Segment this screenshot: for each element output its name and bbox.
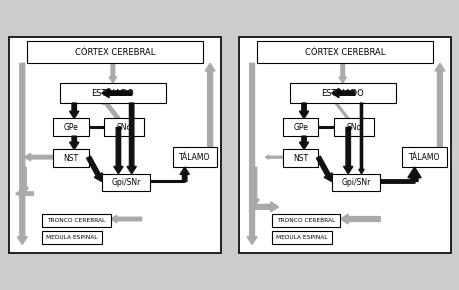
Text: NST: NST: [292, 154, 308, 163]
Bar: [402, 147, 446, 167]
FancyArrow shape: [205, 63, 215, 167]
FancyArrow shape: [343, 127, 352, 174]
FancyArrow shape: [338, 63, 346, 83]
Text: GPe: GPe: [63, 123, 78, 132]
Text: GPe: GPe: [293, 123, 308, 132]
FancyArrow shape: [246, 63, 257, 244]
Bar: [60, 83, 166, 103]
Text: MEDULA ESPINAL: MEDULA ESPINAL: [275, 235, 327, 240]
Bar: [53, 119, 89, 136]
Bar: [172, 147, 216, 167]
FancyArrow shape: [331, 97, 355, 128]
FancyArrow shape: [254, 202, 278, 212]
FancyArrow shape: [407, 167, 420, 182]
FancyArrow shape: [21, 167, 28, 194]
FancyArrow shape: [127, 103, 136, 174]
Bar: [282, 149, 318, 167]
FancyArrow shape: [331, 88, 354, 98]
Bar: [333, 119, 373, 136]
Bar: [27, 41, 203, 63]
Text: SNc: SNc: [117, 123, 131, 132]
Text: ESTRIADO: ESTRIADO: [91, 88, 134, 97]
FancyArrow shape: [265, 155, 282, 159]
Text: ESTRIADO: ESTRIADO: [321, 88, 363, 97]
Text: Gpi/SNr: Gpi/SNr: [111, 178, 140, 187]
Text: Gpi/SNr: Gpi/SNr: [341, 178, 370, 187]
Bar: [53, 149, 89, 167]
FancyArrow shape: [249, 167, 259, 207]
FancyArrow shape: [113, 127, 123, 174]
FancyArrow shape: [69, 103, 78, 119]
Bar: [104, 119, 144, 136]
FancyArrow shape: [340, 214, 380, 224]
Text: TÁLAMO: TÁLAMO: [408, 153, 439, 162]
FancyArrow shape: [86, 156, 102, 182]
Text: CÓRTEX CEREBRAL: CÓRTEX CEREBRAL: [75, 48, 155, 57]
FancyArrow shape: [434, 63, 444, 167]
Bar: [256, 41, 432, 63]
Text: CÓRTEX CEREBRAL: CÓRTEX CEREBRAL: [304, 48, 384, 57]
FancyArrow shape: [111, 215, 141, 223]
Bar: [42, 213, 111, 227]
Bar: [42, 231, 101, 244]
FancyArrow shape: [16, 190, 33, 197]
FancyArrow shape: [69, 136, 78, 149]
FancyArrow shape: [24, 153, 53, 161]
Text: SNc: SNc: [346, 123, 360, 132]
FancyArrow shape: [358, 103, 364, 174]
Text: MEDULA ESPINAL: MEDULA ESPINAL: [46, 235, 97, 240]
Text: TRONCO CEREBRAL: TRONCO CEREBRAL: [276, 218, 335, 223]
FancyArrow shape: [299, 103, 308, 119]
Text: NST: NST: [63, 154, 78, 163]
FancyArrow shape: [101, 88, 131, 98]
Bar: [282, 119, 318, 136]
FancyArrow shape: [316, 156, 331, 182]
Bar: [289, 83, 395, 103]
FancyArrow shape: [17, 63, 27, 244]
FancyArrow shape: [179, 167, 189, 182]
Text: TÁLAMO: TÁLAMO: [179, 153, 210, 162]
FancyArrow shape: [299, 136, 308, 149]
FancyArrow shape: [101, 97, 126, 128]
Bar: [271, 231, 331, 244]
Bar: [271, 213, 340, 227]
Text: TRONCO CEREBRAL: TRONCO CEREBRAL: [47, 218, 105, 223]
Bar: [101, 174, 150, 191]
FancyArrow shape: [109, 63, 117, 83]
Bar: [331, 174, 380, 191]
